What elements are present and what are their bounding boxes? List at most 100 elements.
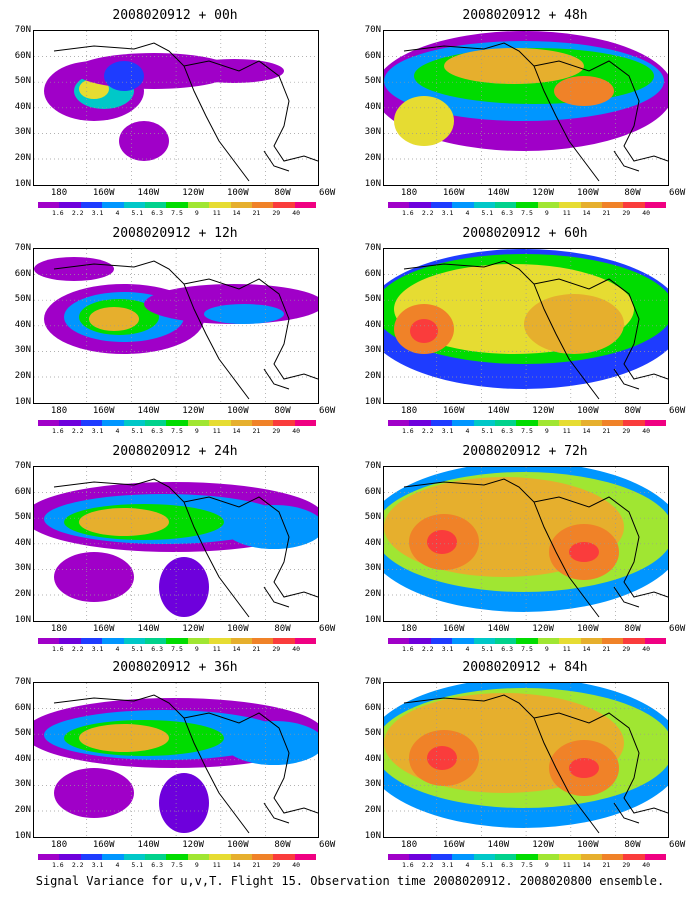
colorbar-label: 11 (212, 861, 221, 869)
longitude-label: 100W (226, 840, 249, 850)
colorbar-swatch (559, 420, 581, 426)
latitude-label: 30N (364, 563, 381, 574)
colorbar-swatch (409, 420, 431, 426)
colorbar-label: 11 (562, 427, 571, 435)
colorbar-label: 3.1 (441, 209, 454, 217)
variance-contour (524, 294, 624, 354)
longitude-label: 100W (226, 188, 249, 198)
latitude-label: 20N (364, 805, 381, 815)
colorbar-label: 1.6 (401, 427, 414, 435)
colorbar-swatch (494, 854, 517, 860)
colorbar-swatch (388, 854, 410, 860)
variance-contour (427, 530, 457, 554)
longitude-label: 120W (182, 406, 204, 416)
colorbar-label: 11 (562, 209, 571, 217)
longitude-label: 140W (137, 624, 160, 634)
colorbar-swatch (409, 202, 431, 208)
colorbar-label: 21 (602, 645, 611, 653)
colorbar-label: 2.2 (421, 427, 434, 435)
colorbar-swatch (209, 202, 231, 208)
longitude-label: 120W (182, 624, 204, 634)
colorbar-label: 1.6 (401, 645, 414, 653)
longitude-label: 160W (442, 406, 465, 416)
colorbar-swatch (166, 202, 188, 208)
variance-contour (554, 76, 614, 106)
colorbar-label: 4 (115, 645, 120, 653)
colorbar-swatch (644, 202, 667, 208)
colorbar-label: 21 (602, 209, 611, 217)
colorbar-label: 5.1 (481, 645, 494, 653)
latitude-label: 20N (364, 589, 381, 599)
latitude-label: 50N (364, 728, 381, 739)
latitude-label: 10N (14, 178, 31, 189)
colorbar-label: 7.5 (171, 427, 183, 435)
colorbar-label: 9 (544, 209, 549, 217)
colorbar-swatch (537, 420, 560, 426)
latitude-label: 10N (14, 830, 31, 841)
longitude-label: 140W (487, 624, 510, 634)
colorbar-swatch (59, 202, 81, 208)
colorbar-swatch (601, 638, 624, 644)
colorbar-swatch (580, 638, 602, 644)
colorbar-swatch (430, 638, 453, 644)
colorbar-swatch (601, 202, 624, 208)
longitude-label: 160W (442, 188, 465, 198)
colorbar-label: 7.5 (171, 861, 183, 869)
panel-title: 2008020912 + 48h (462, 8, 588, 23)
longitude-label: 160W (442, 624, 465, 634)
colorbar-label: 21 (252, 427, 261, 435)
colorbar-swatch (230, 854, 252, 860)
colorbar-label: 40 (642, 427, 651, 435)
colorbar-label: 29 (622, 645, 631, 653)
colorbar-label: 29 (622, 861, 631, 869)
colorbar-label: 9 (544, 645, 549, 653)
latitude-label: 60N (14, 50, 31, 61)
variance-contour (89, 307, 139, 331)
colorbar-swatch (601, 420, 624, 426)
latitude-label: 30N (14, 563, 31, 574)
variance-contour (184, 59, 284, 83)
colorbar-swatch (294, 420, 317, 426)
colorbar-label: 2.2 (71, 645, 84, 653)
colorbar-swatch (230, 420, 252, 426)
latitude-label: 20N (364, 371, 381, 381)
colorbar-swatch (294, 202, 317, 208)
latitude-label: 30N (364, 779, 381, 790)
colorbar-swatch (102, 854, 124, 860)
longitude-label: 80W (624, 406, 641, 416)
coastline (53, 260, 318, 400)
panel-title: 2008020912 + 00h (112, 8, 238, 23)
coastline (53, 478, 318, 618)
colorbar-label: 1.6 (51, 645, 64, 653)
map-area (383, 466, 669, 622)
colorbar-label: 5.1 (131, 645, 144, 653)
colorbar (388, 638, 667, 644)
variance-contour (224, 505, 318, 549)
colorbar-swatch (580, 854, 602, 860)
colorbar-label: 7.5 (521, 645, 533, 653)
colorbar-label: 9 (544, 861, 549, 869)
colorbar-label: 1.6 (401, 209, 414, 217)
colorbar-label: 3.1 (441, 861, 454, 869)
colorbar-swatch (537, 854, 560, 860)
colorbar-label: 6.3 (501, 209, 514, 217)
colorbar-swatch (144, 854, 167, 860)
latitude-label: 50N (364, 512, 381, 523)
colorbar-label: 5.1 (481, 427, 494, 435)
longitude-label: 60W (319, 406, 336, 416)
latitude-label: 70N (364, 25, 381, 35)
colorbar-label: 1.6 (51, 861, 64, 869)
colorbar-swatch (452, 854, 474, 860)
colorbar-label: 14 (582, 209, 591, 217)
longitude-label: 100W (576, 406, 599, 416)
coastline (403, 694, 668, 834)
colorbar-label: 3.1 (91, 861, 104, 869)
longitude-label: 60W (319, 624, 336, 634)
colorbar-swatch (38, 420, 60, 426)
colorbar-swatch (644, 854, 667, 860)
colorbar-label: 29 (272, 209, 281, 217)
colorbar-swatch (473, 638, 495, 644)
colorbar-swatch (516, 202, 538, 208)
latitude-label: 40N (14, 101, 31, 112)
colorbar-label: 21 (252, 209, 261, 217)
